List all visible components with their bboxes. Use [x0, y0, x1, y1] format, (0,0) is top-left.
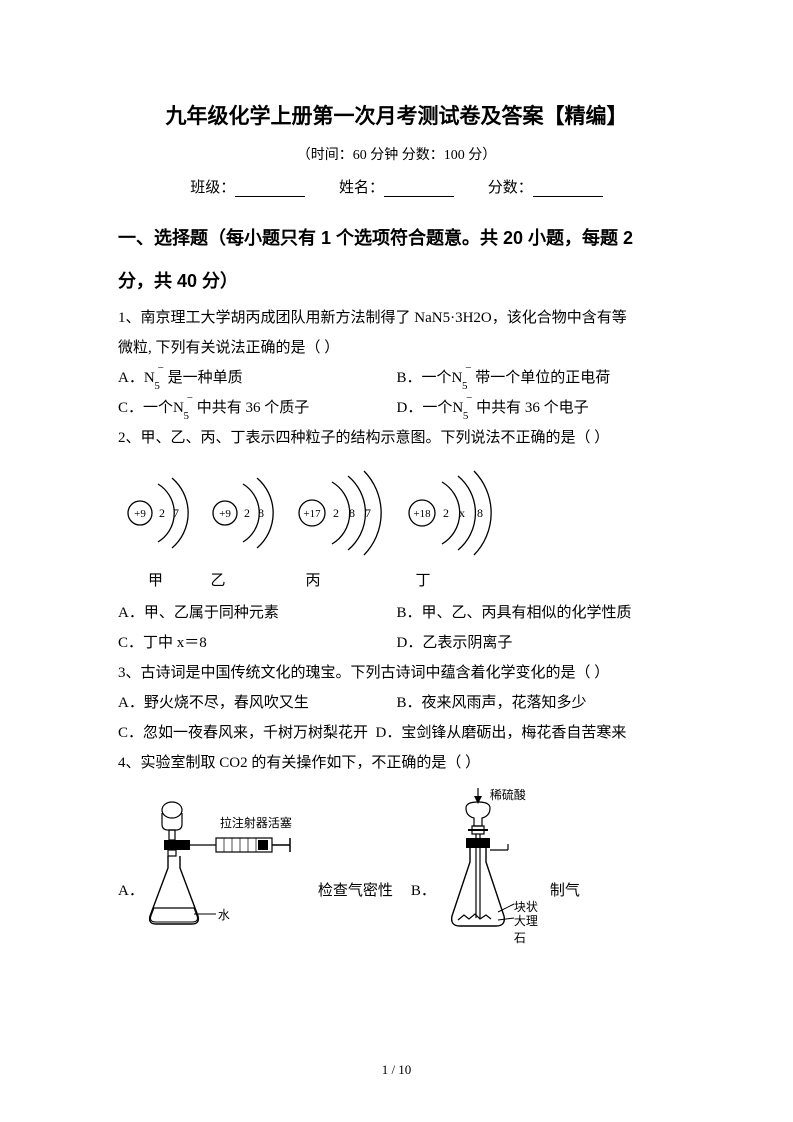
page-title: 九年级化学上册第一次月考测试卷及答案【精编】	[118, 100, 675, 130]
name-blank[interactable]	[384, 181, 454, 197]
q1-opt-d: D．一个N−5 中共有 36 个电子	[397, 393, 589, 423]
q2-opt-a: A．甲、乙属于同种元素	[118, 598, 397, 628]
svg-text:2: 2	[443, 506, 449, 520]
name-label: 姓名：	[339, 180, 384, 196]
q2-stem: 2、甲、乙、丙、丁表示四种粒子的结构示意图。下列说法不正确的是（ ）	[118, 423, 675, 453]
svg-text:8: 8	[349, 506, 355, 520]
q3-row-ab: A．野火烧不尽，春风吹又生 B．夜来风雨声，花落知多少	[118, 688, 675, 718]
svg-text:7: 7	[173, 506, 179, 520]
label-yi: 乙	[183, 569, 253, 590]
subtitle: （时间：60 分钟 分数：100 分）	[118, 144, 675, 164]
q4-a-text: 检查气密性	[318, 879, 393, 936]
label-bing: 丙	[253, 569, 373, 590]
svg-text:8: 8	[477, 506, 483, 520]
annot-stone2: 大理石	[514, 912, 546, 946]
class-blank[interactable]	[235, 181, 305, 197]
q3-stem: 3、古诗词是中国传统文化的瑰宝。下列古诗词中蕴含着化学变化的是（ ）	[118, 658, 675, 688]
q4-b-label: B．	[411, 879, 436, 936]
atom-yi: +9 2 8	[203, 468, 288, 558]
q4-figure-row: A． 拉注射器	[118, 786, 675, 936]
atom-diagrams: +9 2 7 +9 2 8 +17 2 8 7 +18 2 x 8	[118, 463, 675, 563]
q2-opt-d: D．乙表示阴离子	[397, 628, 513, 658]
q2-row-ab: A．甲、乙属于同种元素 B．甲、乙、丙具有相似的化学性质	[118, 598, 675, 628]
q1-opt-a: A．N−5 是一种单质	[118, 363, 397, 393]
annot-acid: 稀硫酸	[490, 786, 526, 803]
q1-opt-b: B．一个N−5 带一个单位的正电荷	[397, 363, 611, 393]
score-blank[interactable]	[533, 181, 603, 197]
q1-stem-2: 微粒, 下列有关说法正确的是（ ）	[118, 333, 675, 363]
atom-bing: +17 2 8 7	[288, 468, 398, 558]
q3-opt-b: B．夜来风雨声，花落知多少	[397, 688, 587, 718]
q3-opt-d: D．宝剑锋从磨砺出，梅花香自苦寒来	[376, 725, 627, 741]
q1-row-ab: A．N−5 是一种单质 B．一个N−5 带一个单位的正电荷	[118, 363, 675, 393]
label-ding: 丁	[373, 569, 473, 590]
q4-b-text: 制气	[550, 879, 580, 936]
annot-syringe: 拉注射器活塞	[220, 814, 292, 831]
q3-opt-a: A．野火烧不尽，春风吹又生	[118, 688, 397, 718]
svg-text:2: 2	[333, 506, 339, 520]
svg-text:8: 8	[258, 506, 264, 520]
class-label: 班级：	[190, 180, 235, 196]
label-jia: 甲	[128, 569, 183, 590]
q4-figure-b: 稀硫酸 块状 大理石	[436, 786, 546, 936]
q1-opt-c: C．一个N−5 中共有 36 个质子	[118, 393, 397, 423]
q4-figure-a: 拉注射器活塞 水	[144, 796, 314, 936]
atom-labels: 甲 乙 丙 丁	[118, 569, 675, 590]
svg-text:+9: +9	[134, 508, 146, 520]
svg-text:+18: +18	[413, 508, 431, 520]
atom-jia: +9 2 7	[118, 468, 203, 558]
q3-opt-c: C．忽如一夜春风来，千树万树梨花开	[118, 725, 368, 741]
svg-text:x: x	[459, 506, 465, 520]
q1-stem-1: 1、南京理工大学胡丙成团队用新方法制得了 NaN5·3H2O，该化合物中含有等	[118, 303, 675, 333]
section-heading-1a: 一、选择题（每小题只有 1 个选项符合题意。共 20 小题，每题 2	[118, 217, 675, 260]
svg-text:2: 2	[244, 506, 250, 520]
svg-text:7: 7	[365, 506, 371, 520]
annot-water: 水	[218, 906, 230, 923]
section-heading-1b: 分，共 40 分）	[118, 260, 675, 303]
q2-opt-b: B．甲、乙、丙具有相似的化学性质	[397, 598, 632, 628]
score-label: 分数：	[488, 180, 533, 196]
atom-ding: +18 2 x 8	[398, 468, 518, 558]
svg-text:+9: +9	[219, 508, 231, 520]
q1-row-cd: C．一个N−5 中共有 36 个质子 D．一个N−5 中共有 36 个电子	[118, 393, 675, 423]
info-row: 班级： 姓名： 分数：	[118, 176, 675, 197]
page-footer: 1 / 10	[0, 1062, 793, 1078]
svg-text:+17: +17	[303, 508, 321, 520]
q4-stem: 4、实验室制取 CO2 的有关操作如下，不正确的是（ ）	[118, 748, 675, 778]
q4-a-label: A．	[118, 879, 144, 936]
svg-text:2: 2	[159, 506, 165, 520]
q2-row-cd: C．丁中 x＝8 D．乙表示阴离子	[118, 628, 675, 658]
q3-row-cd: C．忽如一夜春风来，千树万树梨花开 D．宝剑锋从磨砺出，梅花香自苦寒来	[118, 718, 675, 748]
q2-opt-c: C．丁中 x＝8	[118, 628, 397, 658]
